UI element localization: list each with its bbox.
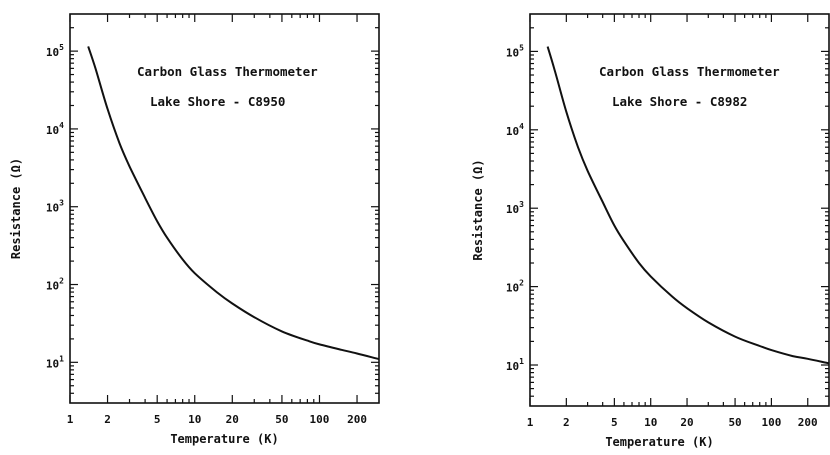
resistance-curve	[546, 46, 830, 365]
y-tick-exponent: 5	[519, 43, 524, 52]
y-tick-label: 105	[506, 43, 524, 59]
y-tick-base: 10	[46, 280, 59, 293]
x-tick-label: 50	[728, 416, 741, 429]
y-tick-exponent: 2	[519, 279, 524, 288]
x-tick-label: 100	[761, 416, 781, 429]
x-tick-label: 5	[154, 413, 161, 426]
x-tick-label: 2	[104, 413, 111, 426]
y-tick-label: 101	[46, 354, 64, 370]
resistance-curve	[87, 46, 380, 361]
y-tick-base: 10	[506, 203, 519, 216]
y-axis-label: Resistance (Ω)	[9, 158, 23, 259]
y-tick-exponent: 3	[519, 200, 524, 209]
y-tick-base: 10	[46, 357, 59, 370]
y-tick-label: 104	[46, 121, 64, 137]
y-tick-label: 102	[46, 277, 64, 293]
y-tick-exponent: 4	[59, 121, 64, 130]
x-tick-label: 200	[347, 413, 367, 426]
y-axis-label: Resistance (Ω)	[471, 159, 485, 260]
x-tick-label: 5	[611, 416, 618, 429]
y-tick-exponent: 4	[519, 122, 524, 131]
y-tick-label: 103	[46, 199, 64, 215]
y-tick-exponent: 1	[59, 354, 64, 363]
annotation-title: Carbon Glass Thermometer	[137, 64, 318, 79]
y-tick-base: 10	[506, 46, 519, 59]
x-tick-label: 200	[798, 416, 818, 429]
y-tick-label: 103	[506, 200, 524, 216]
plot-frame	[69, 13, 380, 404]
y-tick-base: 10	[506, 360, 519, 373]
x-tick-label: 10	[644, 416, 657, 429]
y-tick-exponent: 5	[59, 43, 64, 52]
y-tick-base: 10	[46, 202, 59, 215]
x-tick-label: 10	[188, 413, 201, 426]
annotation-model: Lake Shore - C8950	[150, 94, 285, 109]
x-tick-label: 100	[310, 413, 330, 426]
y-tick-exponent: 1	[519, 357, 524, 366]
annotation-title: Carbon Glass Thermometer	[599, 64, 780, 79]
x-tick-label: 20	[226, 413, 239, 426]
y-tick-base: 10	[506, 282, 519, 295]
y-tick-base: 10	[46, 46, 59, 59]
x-tick-label: 1	[527, 416, 534, 429]
y-tick-label: 101	[506, 357, 524, 373]
x-tick-label: 1	[67, 413, 74, 426]
x-tick-label: 2	[563, 416, 570, 429]
x-axis-label: Temperature (K)	[170, 432, 278, 446]
x-tick-label: 50	[275, 413, 288, 426]
y-tick-base: 10	[506, 125, 519, 138]
y-tick-label: 102	[506, 279, 524, 295]
y-tick-exponent: 3	[59, 199, 64, 208]
x-axis-label: Temperature (K)	[605, 435, 713, 449]
y-tick-exponent: 2	[59, 277, 64, 286]
y-tick-base: 10	[46, 124, 59, 137]
y-tick-label: 104	[506, 122, 524, 138]
annotation-model: Lake Shore - C8982	[612, 94, 747, 109]
plot-frame	[529, 13, 830, 407]
y-tick-label: 105	[46, 43, 64, 59]
x-tick-label: 20	[680, 416, 693, 429]
